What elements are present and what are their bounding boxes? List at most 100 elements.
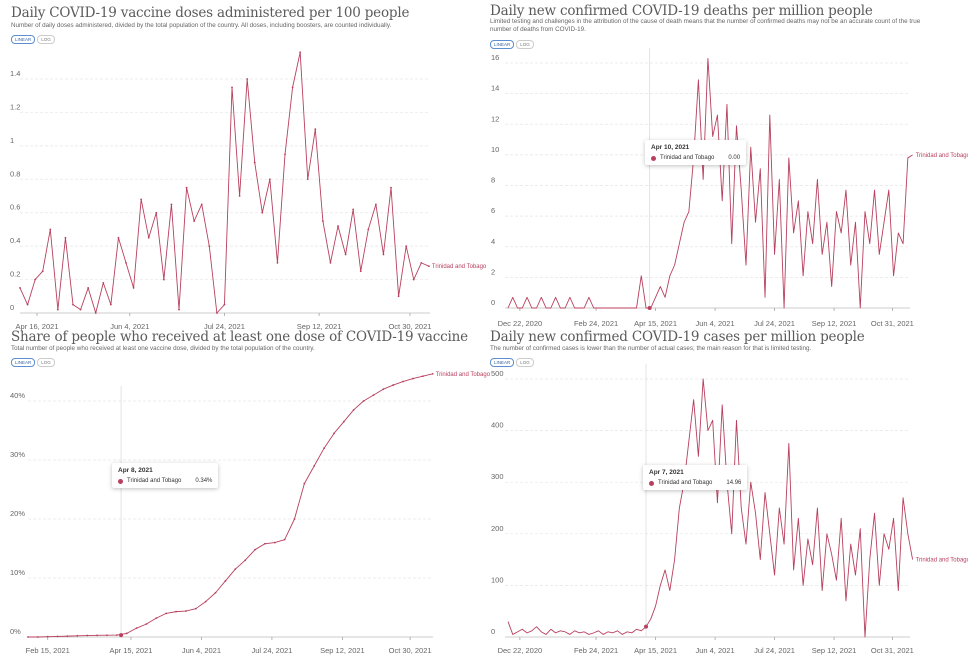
log-button[interactable]: LOG [37,35,55,44]
y-tick-label: 0 [10,303,14,312]
linear-button[interactable]: LINEAR [490,358,515,367]
data-point [66,635,69,638]
log-button[interactable]: LOG [516,358,534,367]
data-point [291,86,294,89]
data-point [261,211,264,214]
data-point [204,600,207,603]
data-point [208,245,211,248]
tooltip-date: Apr 10, 2021 [651,144,690,151]
data-point [231,86,233,89]
x-tick-label: Dec 22, 2020 [498,319,543,328]
x-tick-label: Apr 16, 2021 [16,322,59,331]
data-point [306,178,309,181]
chart3-tooltip: Apr 8, 2021 Trinidad and Tobago 0.34% [112,463,219,488]
data-point [36,636,39,638]
series-label: Trinidad and Tobago [436,372,491,378]
data-point [412,278,415,281]
chart1-scale-toggle: LINEAR LOG [11,35,55,44]
data-point [254,548,256,551]
x-tick-label: Jun 4, 2021 [695,646,734,655]
y-tick-label: 10 [491,145,499,154]
series-line [19,51,430,314]
linear-button[interactable]: LINEAR [11,358,36,367]
data-point [41,270,44,273]
chart2-subtitle: Limited testing and challenges in the at… [490,18,921,33]
x-tick-label: Apr 15, 2021 [109,646,152,655]
chart4-subtitle: The number of confirmed cases is lower t… [490,345,812,352]
data-point [125,632,128,635]
log-button[interactable]: LOG [37,358,55,367]
y-tick-label: 200 [491,524,504,533]
data-point [125,261,127,264]
tooltip-series: Trinidad and Tobago [127,478,182,484]
data-point [34,278,37,281]
linear-button[interactable]: LINEAR [11,35,36,44]
data-point [147,236,150,239]
data-point [175,610,177,613]
series-dot-icon [118,478,123,484]
data-point [412,377,414,380]
data-point [382,253,385,256]
chart2-tooltip: Apr 10, 2021 Trinidad and Tobago 0.00 [645,140,747,165]
data-point [117,236,120,239]
chart1-plot: 0 0.2 0.4 0.6 0.8 1 1.2 1.4 Apr 16, 2021 Jun 4, 2… [10,51,487,331]
data-point [321,220,324,222]
data-point [72,303,74,306]
log-button[interactable]: LOG [516,40,534,49]
data-point [268,178,271,181]
data-point [106,634,108,637]
x-tick-label: Sep 12, 2021 [812,646,857,655]
data-point [19,287,21,289]
data-point [344,253,347,256]
data-point [397,295,400,298]
data-point [367,228,370,231]
data-point [200,203,203,206]
chart4-title: Daily new confirmed COVID-19 cases per m… [490,329,865,345]
x-tick-label: Oct 31, 2021 [871,319,914,328]
data-point [273,541,276,544]
x-tick-label: Sep 12, 2021 [297,322,342,331]
data-point [49,228,52,231]
x-tick-label: Feb 15, 2021 [26,646,70,655]
data-point [87,287,90,289]
x-tick-label: Jun 4, 2021 [695,319,734,328]
data-point [337,225,339,227]
data-point [390,186,392,189]
y-tick-label: 0 [491,627,495,636]
y-tick-label: 4 [491,237,495,246]
chart1-title: Daily COVID-19 vaccine doses administere… [11,5,410,21]
data-point [342,420,345,423]
data-point [170,203,173,206]
y-tick-label: 1.4 [10,69,20,78]
data-point [313,465,316,467]
series-label: Trinidad and Tobago [916,153,968,159]
series-dot-icon [651,155,656,161]
x-tick-label: Oct 30, 2021 [389,646,432,655]
data-point [359,270,362,273]
data-point [293,518,296,520]
data-point [253,161,256,164]
y-tick-label: 10% [10,568,25,577]
chart2-title: Daily new confirmed COVID-19 deaths per … [490,3,873,19]
linear-button[interactable]: LINEAR [490,40,515,49]
data-point [46,635,49,638]
data-point [246,78,249,80]
data-point [165,612,168,615]
y-tick-label: 0.4 [10,236,20,245]
data-point [352,208,355,211]
data-point [382,388,385,391]
y-tick-label: 12 [491,114,499,123]
data-point [427,265,430,268]
data-point [431,372,434,375]
tooltip-series: Trinidad and Tobago [660,155,715,161]
series-dot-icon [649,480,654,486]
data-point [392,384,395,386]
x-tick-label: Dec 22, 2020 [498,646,543,655]
hover-point [644,624,649,629]
x-tick-label: Jun 4, 2021 [182,646,221,655]
chart3-subtitle: Total number of people who received at l… [11,345,315,352]
y-tick-label: 14 [491,84,499,93]
y-tick-label: 40% [10,391,25,400]
y-tick-label: 300 [491,472,504,481]
tooltip-value: 0.00 [728,155,741,161]
